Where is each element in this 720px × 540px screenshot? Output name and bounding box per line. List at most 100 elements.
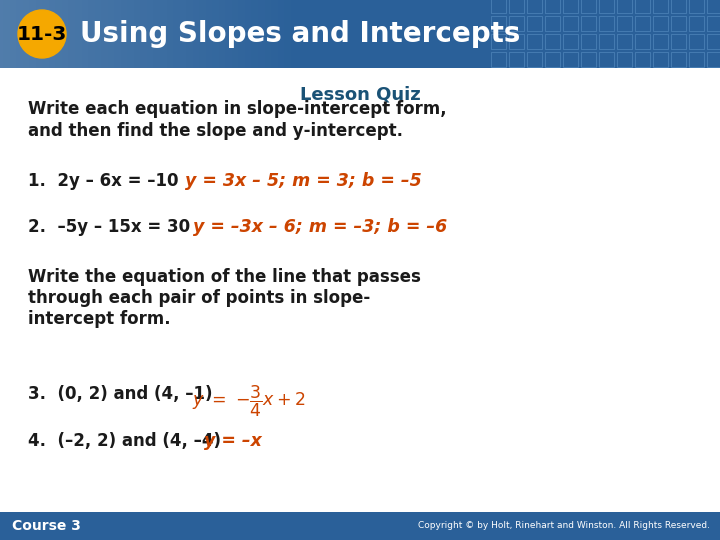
Bar — [139, 0, 140, 68]
Bar — [10, 0, 11, 68]
Bar — [157, 0, 158, 68]
Bar — [49, 0, 50, 68]
Bar — [68, 0, 69, 68]
Bar — [0, 512, 720, 540]
Bar — [79, 0, 80, 68]
Bar — [581, 16, 596, 31]
Bar — [263, 0, 264, 68]
Bar — [154, 0, 155, 68]
Bar — [220, 0, 221, 68]
Text: Copyright © by Holt, Rinehart and Winston. All Rights Reserved.: Copyright © by Holt, Rinehart and Winsto… — [418, 522, 710, 530]
Bar — [689, 0, 704, 13]
Bar — [186, 0, 187, 68]
Bar — [168, 0, 169, 68]
Bar — [250, 0, 251, 68]
Bar — [206, 0, 207, 68]
Bar — [209, 0, 210, 68]
Bar — [42, 0, 43, 68]
Bar — [278, 0, 279, 68]
Bar — [6, 0, 7, 68]
Bar — [92, 0, 93, 68]
Bar — [174, 0, 175, 68]
Text: y = –3x – 6; m = –3; b = –6: y = –3x – 6; m = –3; b = –6 — [193, 218, 447, 236]
Bar — [8, 0, 9, 68]
Bar — [130, 0, 131, 68]
Bar — [221, 0, 222, 68]
Bar — [58, 0, 59, 68]
Bar — [199, 0, 200, 68]
Bar — [175, 0, 176, 68]
Bar — [99, 0, 100, 68]
Bar — [255, 0, 256, 68]
Bar — [527, 16, 542, 31]
Bar — [22, 0, 23, 68]
Bar — [145, 0, 146, 68]
Bar — [4, 0, 5, 68]
Bar — [191, 0, 192, 68]
Bar — [36, 0, 37, 68]
Bar — [60, 0, 61, 68]
Bar — [635, 0, 650, 13]
Bar — [491, 16, 506, 31]
Bar — [82, 0, 83, 68]
Bar — [34, 0, 35, 68]
Bar — [635, 34, 650, 49]
Bar — [617, 34, 632, 49]
Bar — [117, 0, 118, 68]
Bar — [293, 0, 294, 68]
Bar — [54, 0, 55, 68]
Bar — [59, 0, 60, 68]
Bar — [245, 0, 246, 68]
Bar — [653, 0, 668, 13]
Bar — [279, 0, 280, 68]
Bar — [80, 0, 81, 68]
Bar — [150, 0, 151, 68]
Bar — [170, 0, 171, 68]
Bar — [47, 0, 48, 68]
Bar — [90, 0, 91, 68]
Text: y = 3x – 5; m = 3; b = –5: y = 3x – 5; m = 3; b = –5 — [185, 172, 422, 190]
Text: Write each equation in slope-intercept form,: Write each equation in slope-intercept f… — [28, 100, 446, 118]
Bar — [202, 0, 203, 68]
Bar — [11, 0, 12, 68]
Bar — [689, 16, 704, 31]
Bar — [48, 0, 49, 68]
Bar — [98, 0, 99, 68]
Bar — [653, 52, 668, 67]
Bar — [61, 0, 62, 68]
Bar — [509, 52, 524, 67]
Bar — [78, 0, 79, 68]
Text: Lesson Quiz: Lesson Quiz — [300, 85, 420, 103]
Bar — [134, 0, 135, 68]
Bar — [114, 0, 115, 68]
Bar — [138, 0, 139, 68]
Bar — [77, 0, 78, 68]
Bar — [148, 0, 149, 68]
Bar — [173, 0, 174, 68]
Bar — [198, 0, 199, 68]
Bar — [689, 34, 704, 49]
Bar — [43, 0, 44, 68]
Bar — [15, 0, 16, 68]
Bar — [296, 0, 297, 68]
Bar — [188, 0, 189, 68]
Bar — [527, 0, 542, 13]
Bar — [284, 0, 285, 68]
Bar — [258, 0, 259, 68]
Bar — [118, 0, 119, 68]
Bar — [38, 0, 39, 68]
Text: through each pair of points in slope-: through each pair of points in slope- — [28, 289, 370, 307]
Bar — [13, 0, 14, 68]
Bar — [171, 0, 172, 68]
Bar — [224, 0, 225, 68]
Bar — [189, 0, 190, 68]
Bar — [52, 0, 53, 68]
Bar — [74, 0, 75, 68]
Bar — [509, 0, 524, 13]
Bar — [235, 0, 236, 68]
Bar — [70, 0, 71, 68]
Bar — [217, 0, 218, 68]
Bar — [23, 0, 24, 68]
Bar — [275, 0, 276, 68]
Bar — [241, 0, 242, 68]
